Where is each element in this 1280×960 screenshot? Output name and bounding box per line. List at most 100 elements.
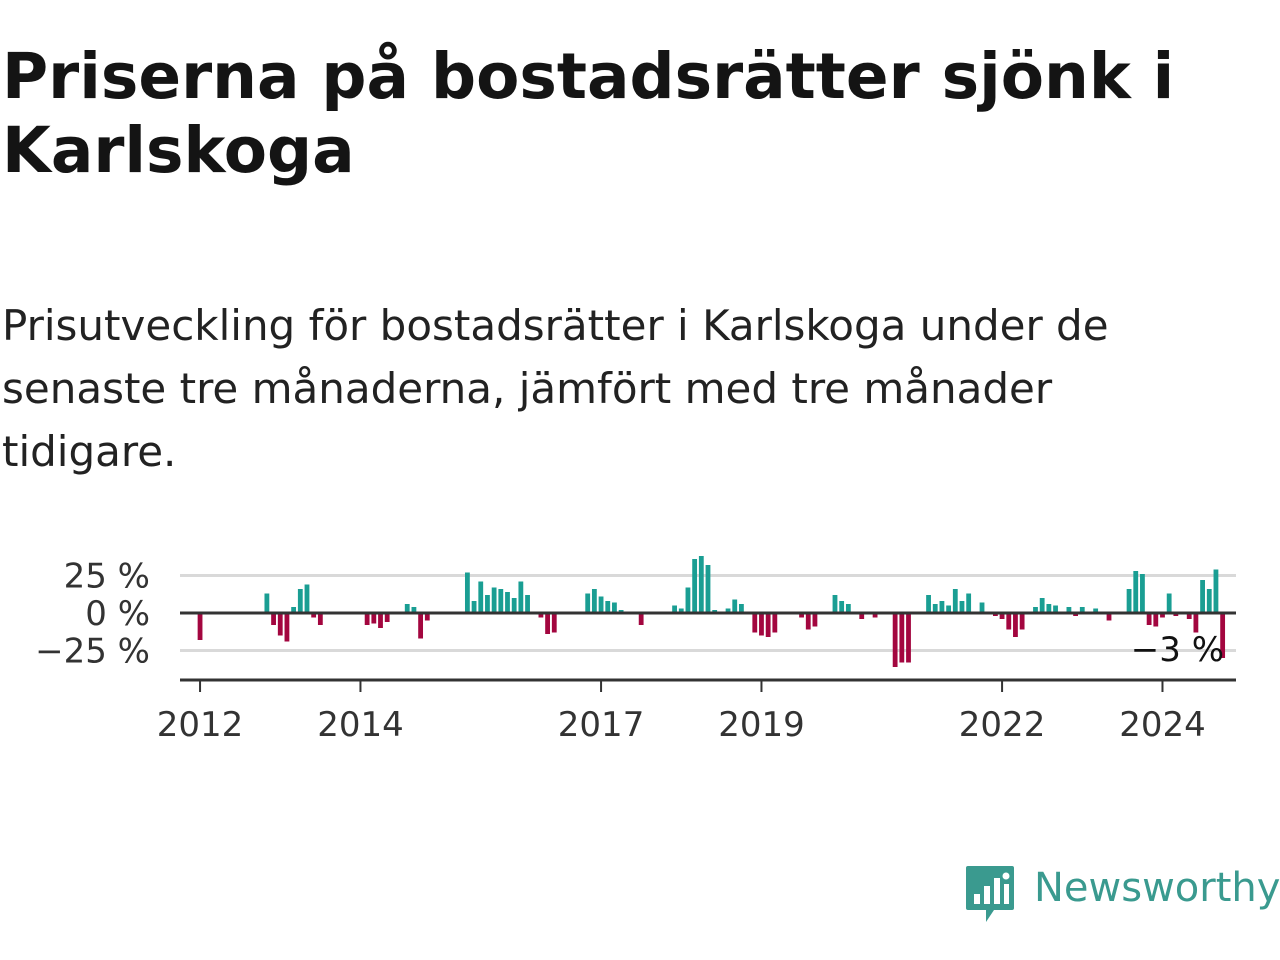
bar	[932, 604, 938, 613]
bar	[672, 605, 677, 613]
bar	[505, 592, 510, 613]
bar-chart: 25 %0 %−25 %2012 2014 2017 2019 2022 2024 −3 %	[35, 556, 1236, 746]
bar	[725, 608, 731, 613]
bar	[538, 613, 544, 618]
bar	[752, 613, 758, 633]
bar	[812, 613, 818, 627]
bar	[692, 559, 698, 613]
bar	[939, 601, 945, 613]
bar	[297, 589, 303, 613]
bar	[1160, 613, 1165, 618]
bar	[1153, 613, 1159, 627]
bar	[371, 613, 377, 624]
bar	[491, 587, 497, 613]
bar	[264, 593, 270, 613]
bar	[311, 613, 317, 618]
bar	[979, 602, 985, 613]
bar	[946, 605, 952, 613]
bar	[772, 613, 778, 633]
bar	[304, 584, 310, 613]
bar	[805, 613, 811, 630]
x-tick-label: 2024	[1119, 705, 1206, 745]
bar	[966, 593, 972, 613]
bar	[906, 613, 911, 663]
bar	[1126, 589, 1132, 613]
bar	[598, 596, 604, 613]
bar	[418, 613, 424, 639]
bar	[698, 556, 704, 613]
last-value-label: −3 %	[1131, 630, 1224, 670]
bar	[759, 613, 764, 636]
bar	[551, 613, 557, 633]
bar	[1186, 613, 1192, 619]
bar	[959, 601, 965, 613]
bar	[411, 607, 417, 613]
bar	[732, 599, 738, 613]
bar	[364, 613, 370, 625]
bar	[197, 613, 203, 640]
bar	[832, 595, 838, 613]
x-tick-label: 2017	[558, 705, 645, 745]
bar	[384, 613, 390, 622]
bar	[899, 613, 905, 663]
bar	[525, 595, 530, 613]
page-title: Priserna på bostadsrätter sjönk i Karlsk…	[2, 40, 1175, 187]
bar	[545, 613, 550, 634]
bar	[845, 604, 851, 613]
bar	[739, 604, 744, 613]
bar	[1213, 569, 1219, 613]
tick-labels: 25 %0 %−25 %2012 2014 2017 2019 2022 2024 −3 %	[35, 557, 1224, 746]
bar	[404, 604, 410, 613]
brand-name: Newsworthy	[1034, 865, 1280, 911]
y-tick-label: −25 %	[35, 632, 150, 672]
bars	[197, 556, 1226, 667]
y-tick-label: 0 %	[85, 594, 150, 634]
bar	[291, 607, 297, 613]
bar	[605, 601, 611, 613]
bar	[685, 587, 691, 613]
bar	[839, 601, 845, 613]
bar	[1166, 593, 1172, 613]
bar	[1039, 598, 1045, 613]
bar	[1133, 571, 1139, 613]
bar	[511, 598, 517, 613]
bar	[1033, 607, 1038, 613]
axes	[180, 611, 1236, 692]
bar	[424, 613, 430, 621]
x-tick-label: 2022	[959, 705, 1046, 745]
bar	[1106, 613, 1112, 621]
bar	[277, 613, 283, 636]
bar	[1079, 607, 1085, 613]
bar	[1193, 613, 1199, 633]
bar	[591, 589, 597, 613]
x-tick-label: 2019	[718, 705, 805, 745]
bar	[999, 613, 1005, 619]
bar	[952, 589, 958, 613]
bar	[859, 613, 865, 619]
bar	[765, 613, 771, 637]
bar	[1220, 613, 1226, 658]
bar	[1046, 604, 1052, 613]
bar	[1066, 607, 1072, 613]
bar	[485, 595, 490, 613]
bar	[1200, 580, 1205, 613]
bar	[585, 593, 591, 613]
bar	[378, 613, 383, 628]
bar	[926, 595, 931, 613]
bar	[1053, 605, 1058, 613]
bar	[1013, 613, 1018, 637]
bar	[678, 608, 684, 613]
bar	[518, 581, 524, 613]
bar	[471, 601, 477, 613]
bar	[1140, 574, 1145, 613]
bar	[799, 613, 804, 618]
bar	[1093, 608, 1099, 613]
x-tick-label: 2014	[317, 705, 404, 745]
x-tick-label: 2012	[157, 705, 244, 745]
bar	[1019, 613, 1025, 630]
bar	[498, 589, 504, 613]
bar	[478, 581, 484, 613]
bar	[872, 613, 878, 618]
bar	[1206, 589, 1212, 613]
chart-subtitle: Prisutveckling för bostadsrätter i Karls…	[2, 301, 1109, 476]
